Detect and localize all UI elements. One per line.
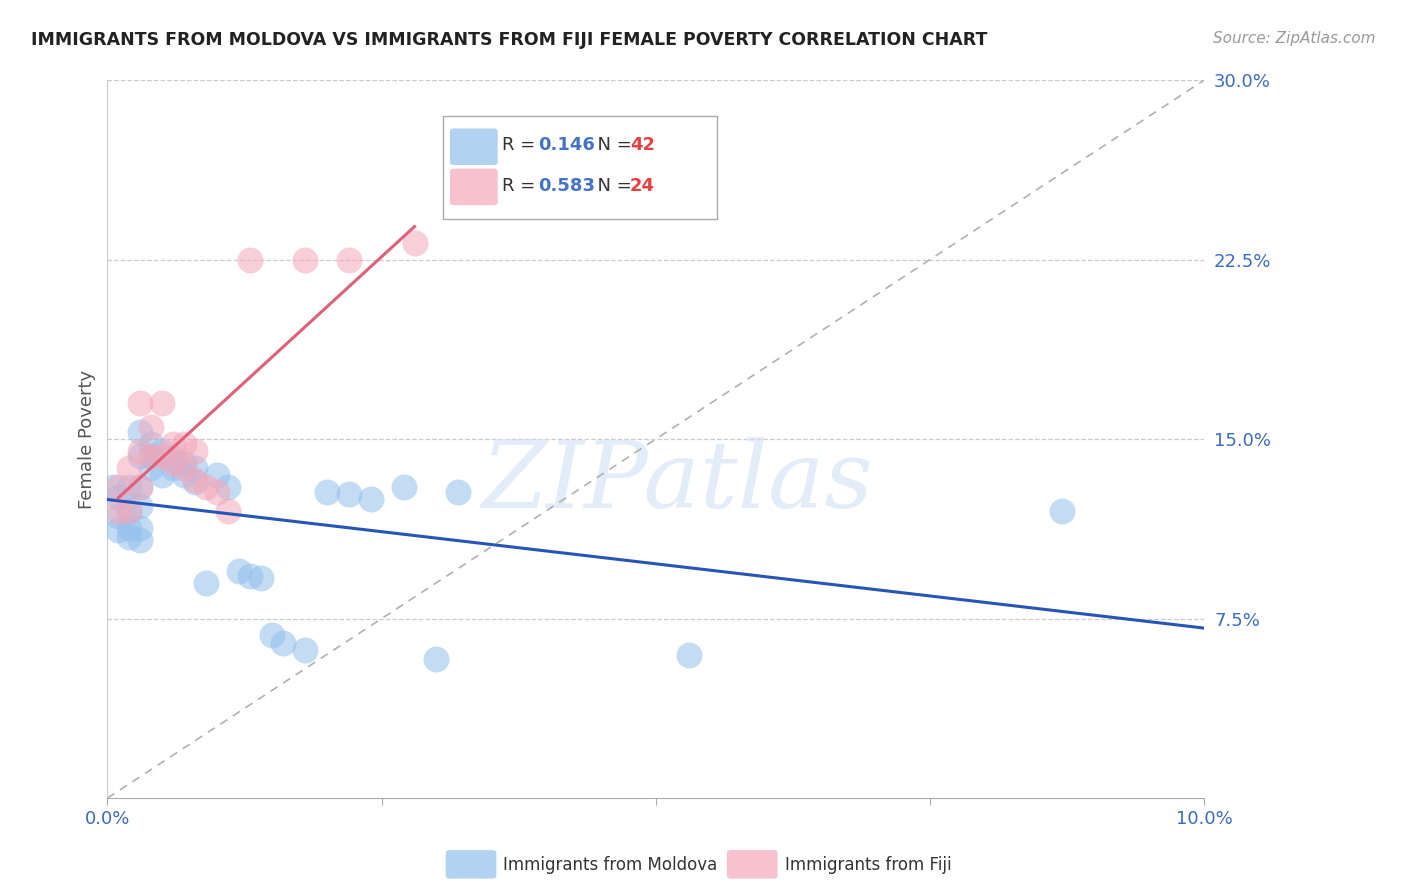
Text: 42: 42 [630,136,655,154]
Point [184,473,207,487]
Point [129,533,152,547]
Point [195,575,218,590]
Point [250,571,273,585]
Text: 0.583: 0.583 [538,177,596,194]
Point [294,252,316,267]
Point [107,523,129,537]
Text: ZIPatlas: ZIPatlas [482,437,873,527]
Point [129,396,152,410]
Point [173,456,195,470]
Point [150,449,173,463]
Point [107,508,129,523]
Point [195,480,218,494]
Text: N =: N = [586,177,638,194]
Point [129,480,152,494]
Point [141,460,163,475]
Point [260,628,283,642]
Point [162,456,184,470]
Point [217,504,239,518]
Text: R =: R = [502,177,541,194]
Point [141,449,163,463]
Point [162,437,184,451]
Point [228,564,250,578]
Point [118,480,141,494]
Point [107,480,129,494]
Point [1050,504,1073,518]
Point [271,635,294,649]
Point [118,504,141,518]
Point [129,521,152,535]
Point [101,480,124,494]
Point [205,467,228,482]
Point [360,491,382,506]
Point [129,425,152,439]
Text: N =: N = [586,136,638,154]
Text: Immigrants from Moldova: Immigrants from Moldova [503,856,717,874]
Point [184,460,207,475]
Point [392,480,415,494]
Point [404,235,426,250]
Point [184,475,207,490]
Point [678,648,700,662]
Text: 24: 24 [630,177,655,194]
Point [129,480,152,494]
Point [141,420,163,434]
Point [315,484,337,499]
Point [129,449,152,463]
Point [217,480,239,494]
Point [118,530,141,544]
Text: Source: ZipAtlas.com: Source: ZipAtlas.com [1212,31,1375,46]
Text: Immigrants from Fiji: Immigrants from Fiji [785,856,952,874]
Point [447,484,470,499]
Point [107,504,129,518]
Point [337,487,360,501]
Point [141,437,163,451]
Point [107,490,129,504]
Point [239,252,262,267]
Point [294,642,316,657]
Text: R =: R = [502,136,541,154]
Point [129,499,152,513]
Point [173,460,195,475]
Point [150,444,173,458]
Point [150,396,173,410]
Text: 0.146: 0.146 [538,136,595,154]
Point [150,467,173,482]
Point [118,521,141,535]
Point [118,504,141,518]
Point [173,437,195,451]
Point [205,484,228,499]
Point [118,460,141,475]
Point [129,444,152,458]
Point [162,451,184,466]
Point [337,252,360,267]
Point [425,652,447,666]
Y-axis label: Female Poverty: Female Poverty [79,369,96,508]
Point [141,449,163,463]
Text: IMMIGRANTS FROM MOLDOVA VS IMMIGRANTS FROM FIJI FEMALE POVERTY CORRELATION CHART: IMMIGRANTS FROM MOLDOVA VS IMMIGRANTS FR… [31,31,987,49]
Point [162,460,184,475]
Point [184,444,207,458]
Point [239,568,262,582]
Point [173,467,195,482]
